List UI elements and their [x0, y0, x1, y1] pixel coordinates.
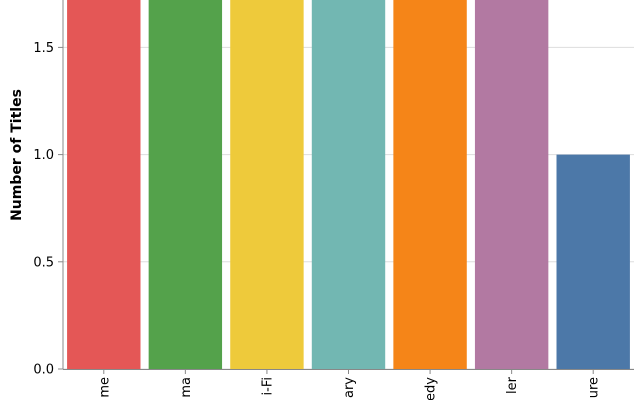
y-tick-label: 0.0 — [33, 363, 54, 378]
bar-3 — [311, 0, 386, 369]
bar-6 — [556, 154, 630, 369]
x-tick-label: me — [97, 377, 112, 398]
y-tick-label: 1.5 — [33, 41, 54, 56]
x-tick-label: ary — [342, 377, 357, 398]
x-tick-label: ma — [179, 377, 194, 398]
bar-2 — [230, 0, 304, 369]
bar-1 — [148, 0, 223, 369]
bar-5 — [474, 0, 549, 369]
bars — [67, 0, 630, 369]
x-tick-label: ler — [505, 376, 520, 394]
x-tick-label: i-Fi — [260, 377, 275, 395]
y-tick-label: 0.5 — [33, 255, 54, 270]
x-axis: me ma i-Fi ary edy ler ure — [63, 369, 634, 400]
x-tick-label: edy — [424, 377, 439, 400]
bar-4 — [393, 0, 467, 369]
y-tick-label: 1.0 — [33, 148, 54, 163]
x-tick-label: ure — [587, 377, 602, 398]
bar-0 — [67, 0, 141, 369]
y-axis-title: Number of Titles — [9, 89, 25, 221]
y-axis: 0.00.51.01.52.02.53.0 — [33, 0, 64, 378]
